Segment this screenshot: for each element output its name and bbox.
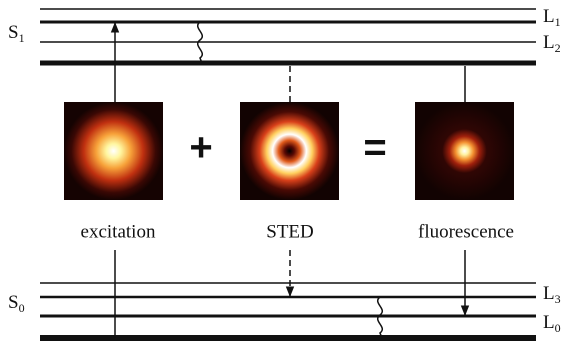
panel-label: STED	[266, 221, 314, 242]
level-label-main: L	[543, 32, 555, 53]
sted-psf	[240, 102, 339, 200]
level-label: S1	[8, 22, 25, 44]
level-label: L2	[543, 32, 561, 54]
excitation-psf	[64, 102, 163, 200]
equals-sign: =	[363, 126, 386, 170]
plus-sign: +	[189, 126, 212, 170]
fluorescence-psf	[415, 102, 514, 200]
level-label: S0	[8, 292, 25, 314]
level-label-sub: 3	[555, 292, 561, 306]
panel-label: fluorescence	[418, 221, 514, 242]
level-label-main: L	[543, 312, 555, 333]
level-label-main: S	[8, 22, 19, 43]
level-label-sub: 1	[19, 31, 25, 45]
level-label-main: L	[543, 283, 555, 304]
level-label-sub: 0	[555, 321, 561, 335]
level-label-main: S	[8, 292, 19, 313]
level-label-sub: 2	[555, 41, 561, 55]
level-label-sub: 0	[19, 301, 25, 315]
level-label: L0	[543, 312, 561, 334]
level-label-sub: 1	[555, 15, 561, 29]
panel-label: excitation	[81, 221, 156, 242]
level-label-main: L	[543, 6, 555, 27]
level-label: L1	[543, 6, 561, 28]
sted-diagram: S1 L1 L2 S0 L3 L0 + = excitation STED fl…	[0, 0, 576, 342]
level-label: L3	[543, 283, 561, 305]
